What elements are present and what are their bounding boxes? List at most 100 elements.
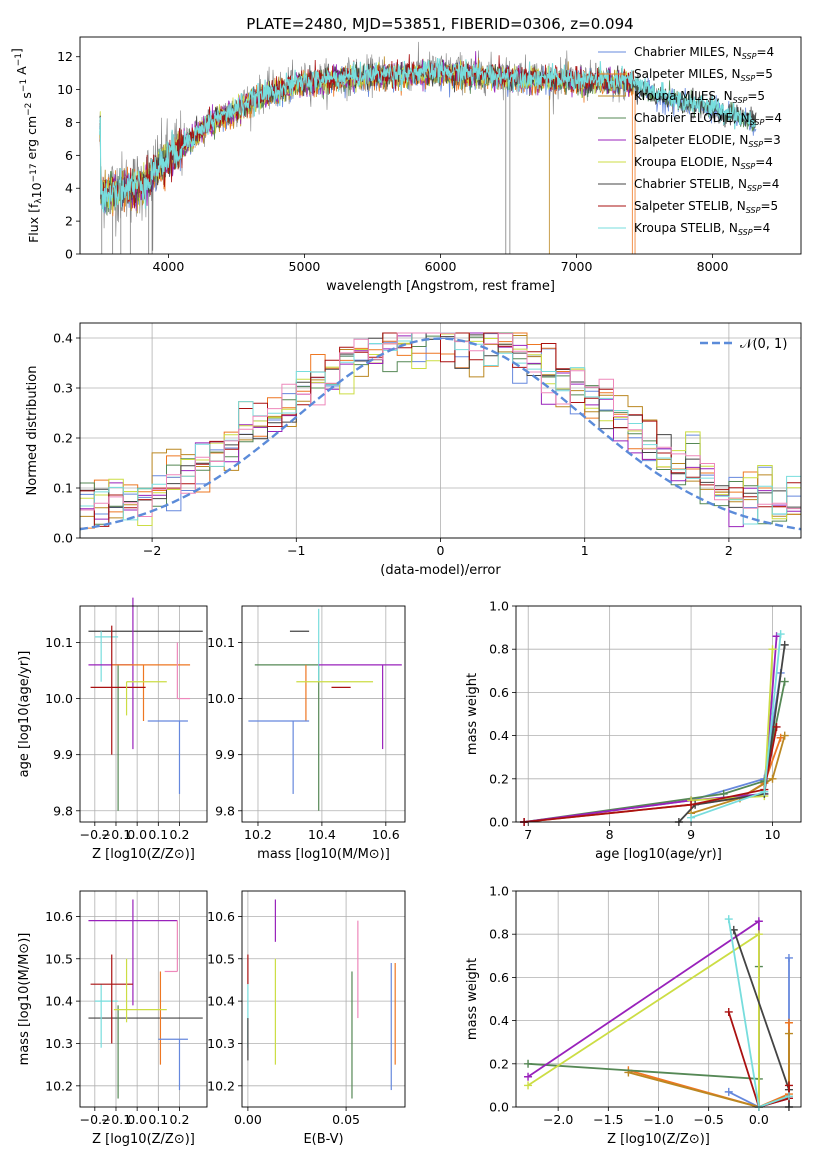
weight-marker-SS [687, 800, 696, 809]
age_vs_Z-axes: −0.2−0.10.0 0.1 0.2 9.8 9.9 10.0 10.1 [45, 606, 207, 842]
x-tick-label: 10 [765, 827, 781, 842]
spectrum-axes: 4000 5000 6000 7000 8000 0 2 4 6 8 10 12 [57, 49, 728, 274]
legend-tail: =5 [747, 89, 765, 103]
x-tick-label: −2 [143, 543, 161, 558]
weight-marker-CE [780, 677, 789, 686]
legend-subscript: SSP [733, 96, 748, 105]
x-tick-label: −0.1 [101, 827, 131, 842]
weight_vs_Z-xlabel: Z [log10(Z/Z⊙)] [607, 1132, 710, 1147]
weight-marker-KE [754, 930, 763, 939]
y-tick-label: 0.3 [53, 381, 73, 396]
y-tick-label: 10.0 [207, 691, 235, 706]
ylabel-part: A [14, 66, 29, 79]
mass_vs_EBV-frame [241, 890, 406, 1108]
age_vs_Z-xlabel: Z [log10(Z/Z⊙)] [92, 847, 195, 862]
y-tick-label: 0.4 [53, 331, 73, 346]
legend-text: Chabrier MILES, N [634, 45, 742, 59]
legend-subscript: SSP [748, 140, 763, 149]
legend-tail: =4 [762, 177, 780, 191]
legend-subscript: SSP [741, 74, 756, 83]
x-tick-label: 0.2 [170, 1112, 190, 1127]
ylabel-part: ] [9, 48, 24, 53]
x-tick-label: −0.5 [693, 1112, 723, 1127]
weight-line-SS [727, 1011, 790, 1109]
y-tick-label: 10.4 [45, 994, 73, 1009]
weight-line-CE [523, 681, 786, 823]
y-tick-label: 0.1 [53, 481, 73, 496]
age_vs_mass-xlabel: mass [log10(M/M⊙)] [257, 847, 390, 862]
weight-line-KE [691, 649, 774, 802]
x-tick-label: −0.1 [101, 1112, 131, 1127]
legend-tail: =5 [755, 67, 773, 81]
y-tick-label: 10.0 [45, 691, 73, 706]
legend-tail: =4 [753, 221, 771, 235]
residuals-axes: −2 −1 0 1 2 0.0 0.1 0.2 0.3 0.4 [53, 323, 801, 558]
ylabel-part: erg cm [24, 116, 39, 164]
x-tick-label: 0.05 [332, 1112, 360, 1127]
x-tick-label: −1 [287, 543, 305, 558]
x-tick-label: 0 [437, 543, 445, 558]
chart-layer: 4000 5000 6000 7000 8000024681012wavelength … [9, 36, 802, 1147]
legend-text: Kroupa ELODIE, N [634, 155, 741, 169]
weight_vs_age-frame [515, 605, 802, 823]
weight-marker-KE [768, 645, 777, 654]
y-tick-label: 0.2 [489, 1056, 509, 1071]
x-tick-label: 7000 [561, 259, 593, 274]
legend-label-SS: Salpeter STELIB, NSSP=5 [634, 199, 778, 215]
y-tick-label: 10.6 [207, 909, 235, 924]
age_vs_mass-frame [241, 605, 406, 823]
x-tick-label: −1.0 [643, 1112, 673, 1127]
spectrum-ylabel: Flux [fλ10−17 erg cm−2 s−1 A−1] [9, 48, 44, 243]
legend-label-CE: Chabrier ELODIE, NSSP=4 [634, 111, 782, 127]
ylabel-part: −17 [29, 163, 39, 182]
ylabel-part: −2 [24, 103, 34, 116]
y-tick-label: 2 [65, 214, 73, 229]
weight-marker-SS [772, 722, 781, 731]
y-tick-label: 0.0 [489, 1100, 509, 1115]
weight-line-SS [524, 726, 778, 823]
y-tick-label: 9.9 [215, 747, 235, 762]
mass_vs_EBV-xlabel: E(B-V) [303, 1132, 343, 1147]
weight-marker-SS [784, 1081, 793, 1090]
y-tick-label: 0.4 [489, 728, 509, 743]
weight-marker-SM [784, 1018, 793, 1027]
ylabel-part: λ [34, 198, 44, 204]
legend-tail: =4 [755, 155, 773, 169]
ylabel-part: −1 [19, 79, 29, 92]
legend-text: Salpeter ELODIE, N [634, 133, 748, 147]
legend-subscript: SSP [746, 206, 761, 215]
weight-marker-CM [784, 953, 793, 962]
spectrum-xlabel: wavelength [Angstrom, rest frame] [326, 279, 555, 294]
x-tick-label: 0.00 [234, 1112, 262, 1127]
mass_vs_Z-xlabel: Z [log10(Z/Z⊙)] [92, 1132, 195, 1147]
x-tick-label: 10.2 [244, 827, 272, 842]
y-tick-label: 10.2 [207, 1078, 235, 1093]
y-tick-label: 6 [65, 148, 73, 163]
x-tick-label: 1 [581, 543, 589, 558]
mass_vs_Z-axes: −0.2−0.10.0 0.1 0.2 10.2 10.3 10.4 10.5 10.6 [45, 891, 207, 1127]
x-tick-label: −2.0 [543, 1112, 573, 1127]
weight_vs_age-axes: 7 8 9 10 0.0 0.2 0.4 0.6 0.8 1.0 [489, 599, 801, 842]
weight_vs_Z-ylabel: mass weight [465, 958, 480, 1040]
y-tick-label: 8 [65, 115, 73, 130]
x-tick-label: 0.1 [148, 1112, 168, 1127]
legend-label-KS: Kroupa STELIB, NSSP=4 [634, 221, 770, 237]
weight-marker-KS [784, 1092, 793, 1101]
age_vs_mass-axes: 10.2 10.4 10.6 9.8 9.9 10.0 10.1 [207, 606, 405, 842]
x-tick-label: −0.2 [80, 1112, 110, 1127]
x-tick-label: 6000 [425, 259, 457, 274]
weight-marker-CE [719, 789, 728, 798]
y-tick-label: 0.8 [489, 927, 509, 942]
residuals-xlabel: (data-model)/error [380, 563, 501, 578]
weight-line-CS [678, 644, 786, 823]
legend-tail: =5 [760, 199, 778, 213]
weight_vs_age-xlabel: age [log10(age/yr)] [595, 847, 722, 862]
weight-line-CS [732, 929, 790, 1107]
legend-subscript: SSP [738, 228, 753, 237]
legend-text: Salpeter STELIB, N [634, 199, 746, 213]
legend-text: Chabrier ELODIE, N [634, 111, 750, 125]
x-tick-label: 0.2 [170, 827, 190, 842]
y-tick-label: 1.0 [489, 884, 509, 899]
y-tick-label: 10 [57, 82, 73, 97]
legend-tail: =4 [756, 45, 774, 59]
